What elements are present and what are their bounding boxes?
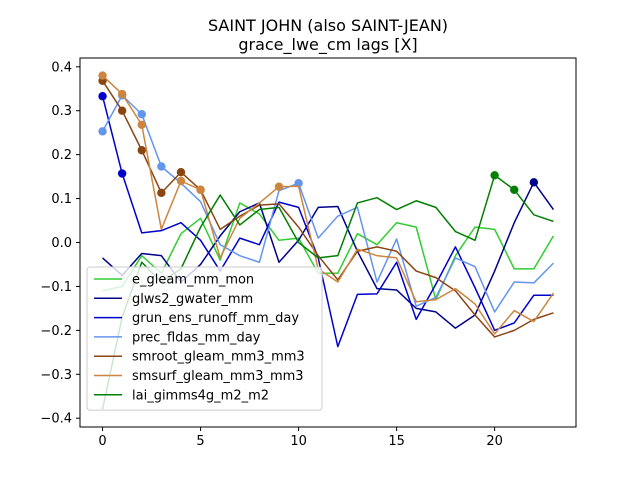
legend-label-e_gleam_mm_mon: e_gleam_mm_mon [132,273,254,288]
y-tick-label: 0.4 [51,60,72,75]
x-tick-label: 10 [290,434,307,449]
plot-area [98,71,555,410]
series-marker-smsurf_gleam_mm3_mm3 [137,120,146,129]
series-marker-smsurf_gleam_mm3_mm3 [98,71,107,80]
series-marker-smroot_gleam_mm3_mm3 [157,188,166,198]
chart-subtitle: grace_lwe_cm lags [X] [238,35,417,55]
series-marker-smsurf_gleam_mm3_mm3 [117,89,127,99]
y-tick-label: 0.3 [51,104,72,119]
axes: 0 5 10 15 20 −0.4 −0.3 −0.2 −0.1 0.0 0.1 0.2 0.3 0.4 [40,57,577,449]
series-marker-smroot_gleam_mm3_mm3 [117,106,127,115]
y-tick-label: −0.3 [40,368,72,383]
legend-label-prec_fldas_mm_day: prec_fldas_mm_day [132,330,261,345]
series-marker-smsurf_gleam_mm3_mm3 [274,182,284,191]
series-marker-lai_gimms4g_m2_m2 [490,171,499,180]
series-marker-glws2_gwater_mm [529,178,539,187]
series-marker-smroot_gleam_mm3_mm3 [176,168,186,177]
legend: e_gleam_mm_mon glws2_gwater_mm grun_ens_ru… [86,266,323,411]
x-tick-label: 5 [196,434,204,449]
y-tick-label: −0.4 [40,412,72,427]
legend-label-glws2_gwater_mm: glws2_gwater_mm [132,292,253,307]
series-marker-lai_gimms4g_m2_m2 [510,185,519,194]
x-tick-label: 0 [98,434,106,449]
x-tick-label: 20 [486,434,503,449]
legend-label-smroot_gleam_mm3_mm3: smroot_gleam_mm3_mm3 [132,350,305,365]
y-tick-label: 0.1 [51,192,72,207]
series-marker-smroot_gleam_mm3_mm3 [137,146,146,155]
series-marker-smsurf_gleam_mm3_mm3 [176,176,186,186]
y-tick-label: 0.0 [51,236,72,251]
y-tick-label: 0.2 [51,148,72,163]
series-line-grun_ens_runoff_mm_day [101,96,554,348]
series-marker-prec_fldas_mm_day [294,179,303,188]
series-marker-grun_ens_runoff_mm_day [98,92,107,101]
series-marker-prec_fldas_mm_day [137,110,146,119]
legend-label-lai_gimms4g_m2_m2: lai_gimms4g_m2_m2 [132,388,269,403]
y-tick-label: −0.1 [40,280,72,295]
series-marker-grun_ens_runoff_mm_day [117,169,127,178]
series-marker-prec_fldas_mm_day [157,162,166,171]
legend-label-grun_ens_runoff_mm_day: grun_ens_runoff_mm_day [132,311,299,326]
series-line-smroot_gleam_mm3_mm3 [101,80,554,338]
legend-label-smsurf_gleam_mm3_mm3: smsurf_gleam_mm3_mm3 [132,369,304,384]
series-marker-smsurf_gleam_mm3_mm3 [196,185,205,194]
series-marker-prec_fldas_mm_day [98,127,107,136]
x-tick-label: 15 [388,434,405,449]
chart-title: SAINT JOHN (also SAINT-JEAN) [208,16,448,35]
legend-box [86,266,323,411]
series-line-smsurf_gleam_mm3_mm3 [102,75,555,335]
y-tick-label: −0.2 [40,324,72,339]
